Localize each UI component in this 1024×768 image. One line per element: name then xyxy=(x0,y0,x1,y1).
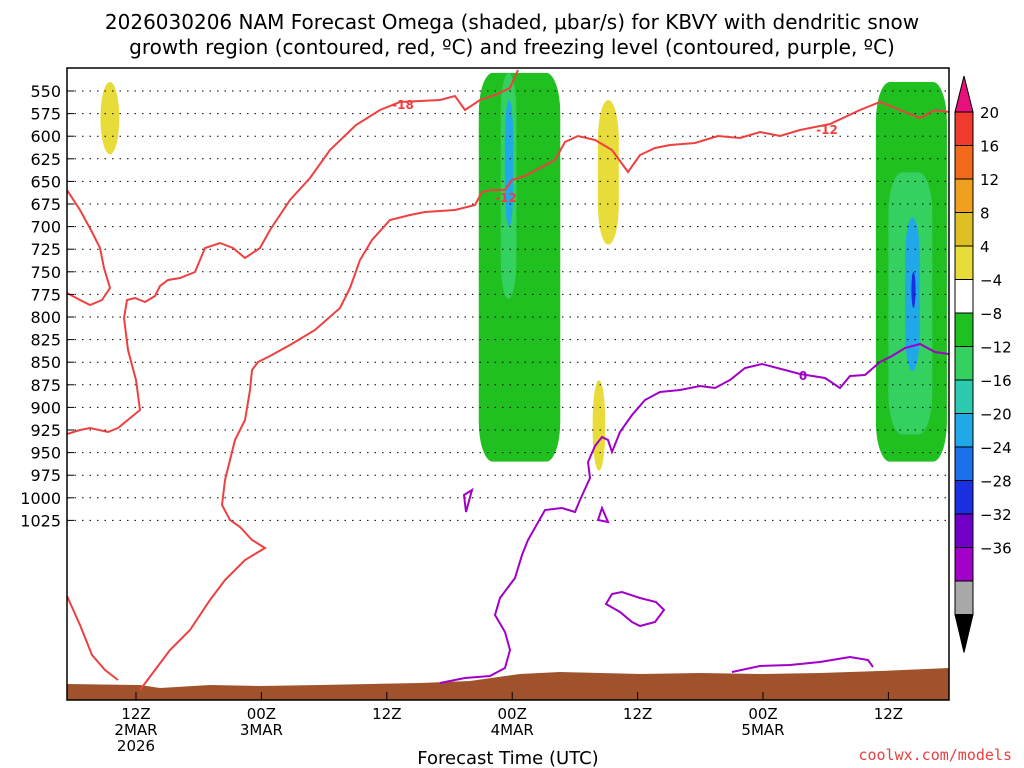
x-tick-label-1-1: 3MAR xyxy=(240,721,283,739)
colorbar-segment-6 xyxy=(954,279,974,314)
colorbar-label-5: −4 xyxy=(980,272,1002,290)
y-tick-label-950: 950 xyxy=(30,444,61,463)
purple-contour-small-mid xyxy=(596,505,610,524)
x-tick-label-0-0: 12Z xyxy=(121,705,150,723)
omega-region-11 xyxy=(911,271,916,308)
y-tick-label-825: 825 xyxy=(30,331,61,350)
colorbar-label-0: 20 xyxy=(980,104,999,122)
colorbar-segment-12 xyxy=(954,480,974,515)
y-tick-label-900: 900 xyxy=(30,398,61,417)
y-tick-label-1000: 1000 xyxy=(20,489,61,508)
colorbar-segment-7 xyxy=(954,312,974,347)
colorbar-label-9: −20 xyxy=(980,406,1012,424)
colorbar-top-arrow xyxy=(954,75,974,113)
y-tick-label-600: 600 xyxy=(30,127,61,146)
purple-contour-main xyxy=(439,342,949,684)
x-axis-title: Forecast Time (UTC) xyxy=(417,748,598,768)
y-tick-label-875: 875 xyxy=(30,376,61,395)
x-tick-label-0-2: 2026 xyxy=(117,737,155,755)
y-tick-label-725: 725 xyxy=(30,240,61,259)
freezing-level-contours-purple xyxy=(439,342,949,684)
colorbar-segment-13 xyxy=(954,513,974,548)
red-contour-label-1: -18 xyxy=(392,98,414,112)
omega-region-3 xyxy=(597,100,619,245)
red-contour-left-column xyxy=(67,189,112,307)
colorbar-label-10: −24 xyxy=(980,439,1012,457)
colorbar-segment-9 xyxy=(954,379,974,414)
y-tick-label-750: 750 xyxy=(30,263,61,282)
colorbar-segment-3 xyxy=(954,178,974,213)
plot-area: -18 -12 -12 0 xyxy=(67,69,949,700)
omega-region-4 xyxy=(592,380,606,471)
x-tick-label-6-0: 12Z xyxy=(874,705,903,723)
y-tick-label-925: 925 xyxy=(30,421,61,440)
red-contour-label-3: -12 xyxy=(816,123,838,137)
purple-contour-bottom xyxy=(731,655,874,673)
x-tick-label-5-1: 5MAR xyxy=(741,721,784,739)
y-tick-label-775: 775 xyxy=(30,285,61,304)
omega-region-5 xyxy=(478,72,561,462)
y-tick-label-850: 850 xyxy=(30,353,61,372)
colorbar-label-2: 12 xyxy=(980,171,999,189)
y-tick-label-550: 550 xyxy=(30,82,61,101)
y-tick-label-800: 800 xyxy=(30,308,61,327)
purple-contour-small-left xyxy=(462,487,474,513)
x-tick-label-3-1: 4MAR xyxy=(491,721,534,739)
colorbar-label-11: −28 xyxy=(980,473,1012,491)
grid-lines xyxy=(67,90,949,521)
colorbar-segment-2 xyxy=(954,145,974,180)
colorbar-segment-1 xyxy=(954,111,974,146)
colorbar-segment-11 xyxy=(954,446,974,481)
y-tick-label-1025: 1025 xyxy=(20,511,61,530)
omega-region-7 xyxy=(504,100,514,227)
colorbar: 20 16 12 8 4 −4 −8 −12 −16 −20 −24 −28 −32 −36 xyxy=(954,75,1012,653)
y-axis: 550 575 600 625 650 675 700 725 750 775 800 825 850 8… xyxy=(20,82,74,530)
omega-shading xyxy=(100,72,947,471)
y-tick-label-975: 975 xyxy=(30,466,61,485)
red-contour-bottom-left xyxy=(67,595,119,681)
x-tick-label-0-1: 2MAR xyxy=(114,721,157,739)
y-tick-label-575: 575 xyxy=(30,105,61,124)
chart-title-line-2: growth region (contoured, red, ºC) and f… xyxy=(129,35,895,59)
x-tick-label-5-0: 00Z xyxy=(748,705,777,723)
y-tick-label-625: 625 xyxy=(30,150,61,169)
x-tick-label-3-0: 00Z xyxy=(498,705,527,723)
colorbar-segment-15 xyxy=(954,580,974,615)
colorbar-segment-5 xyxy=(954,245,974,280)
y-tick-label-675: 675 xyxy=(30,195,61,214)
colorbar-label-3: 8 xyxy=(980,205,990,223)
colorbar-segment-8 xyxy=(954,346,974,381)
colorbar-label-1: 16 xyxy=(980,138,999,156)
colorbar-label-6: −8 xyxy=(980,305,1002,323)
plot-border xyxy=(66,67,950,701)
y-tick-label-700: 700 xyxy=(30,218,61,237)
red-contour-label-2: -12 xyxy=(495,191,517,205)
colorbar-label-4: 4 xyxy=(980,238,990,256)
colorbar-label-13: −36 xyxy=(980,540,1012,558)
colorbar-label-7: −12 xyxy=(980,339,1012,357)
colorbar-label-12: −32 xyxy=(980,506,1012,524)
purple-contour-label: 0 xyxy=(799,369,807,383)
x-tick-label-4-0: 12Z xyxy=(623,705,652,723)
colorbar-bottom-arrow xyxy=(954,614,974,653)
red-contour-mid xyxy=(139,100,949,691)
purple-contour-loop xyxy=(604,590,666,628)
y-tick-label-650: 650 xyxy=(30,172,61,191)
x-tick-label-2-0: 12Z xyxy=(372,705,401,723)
colorbar-segment-4 xyxy=(954,212,974,247)
red-contour-left-loop xyxy=(67,69,519,435)
omega-region-1 xyxy=(100,81,120,155)
colorbar-segment-10 xyxy=(954,413,974,448)
colorbar-segment-14 xyxy=(954,547,974,582)
ground-terrain xyxy=(67,668,949,700)
source-credit: coolwx.com/models xyxy=(858,746,1012,764)
dgz-contours-red xyxy=(67,69,949,691)
chart-title-line-1: 2026030206 NAM Forecast Omega (shaded, μ… xyxy=(105,10,919,34)
x-tick-label-1-0: 00Z xyxy=(247,705,276,723)
colorbar-label-8: −16 xyxy=(980,372,1012,390)
